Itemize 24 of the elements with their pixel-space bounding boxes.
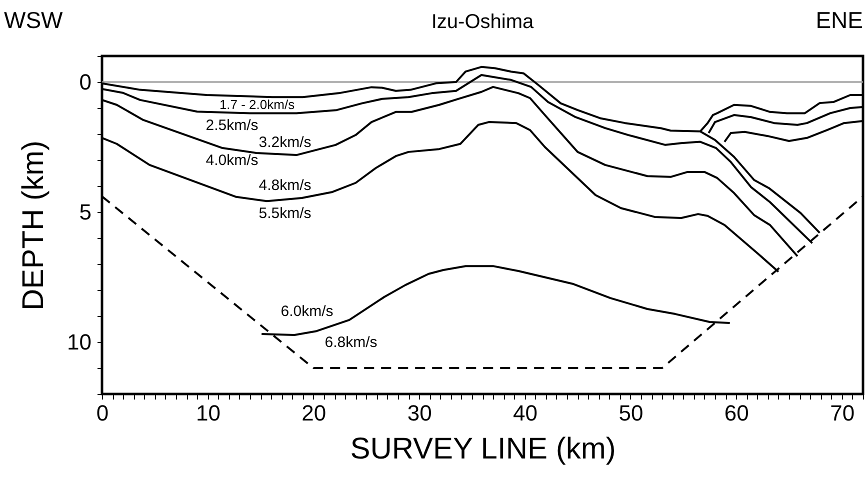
- x-tick-label: 20: [302, 400, 326, 426]
- x-tick-label: 60: [724, 400, 749, 426]
- annotation: 6.0km/s: [280, 303, 334, 320]
- text: ENE: [816, 7, 863, 33]
- x-tick-label: 0: [96, 400, 109, 426]
- annotation: 1.7 - 2.0km/s: [219, 97, 296, 112]
- text: WSW: [4, 7, 64, 33]
- annotation: 3.2km/s: [258, 134, 312, 151]
- y-tick-label: 5: [79, 200, 92, 224]
- x-tick-label: 40: [513, 400, 538, 426]
- annotation: 2.5km/s: [206, 117, 258, 134]
- annotation: 4.8km/s: [258, 177, 312, 194]
- x-tick-label: 70: [830, 400, 855, 426]
- y-axis-title: DEPTH (km): [17, 140, 50, 310]
- x-tick-label: 10: [196, 400, 220, 426]
- x-axis-title: SURVEY LINE (km): [350, 432, 616, 466]
- y-tick-label: 10: [67, 330, 92, 354]
- x-tick-label: 50: [618, 400, 644, 426]
- annotation: 4.0km/s: [206, 152, 258, 169]
- x-tick-label: 30: [407, 400, 432, 426]
- y-tick-label: 0: [79, 70, 92, 94]
- annotation: 6.8km/s: [324, 334, 378, 351]
- chart-title: Izu-Oshima: [431, 11, 534, 33]
- annotation: 5.5km/s: [258, 205, 312, 222]
